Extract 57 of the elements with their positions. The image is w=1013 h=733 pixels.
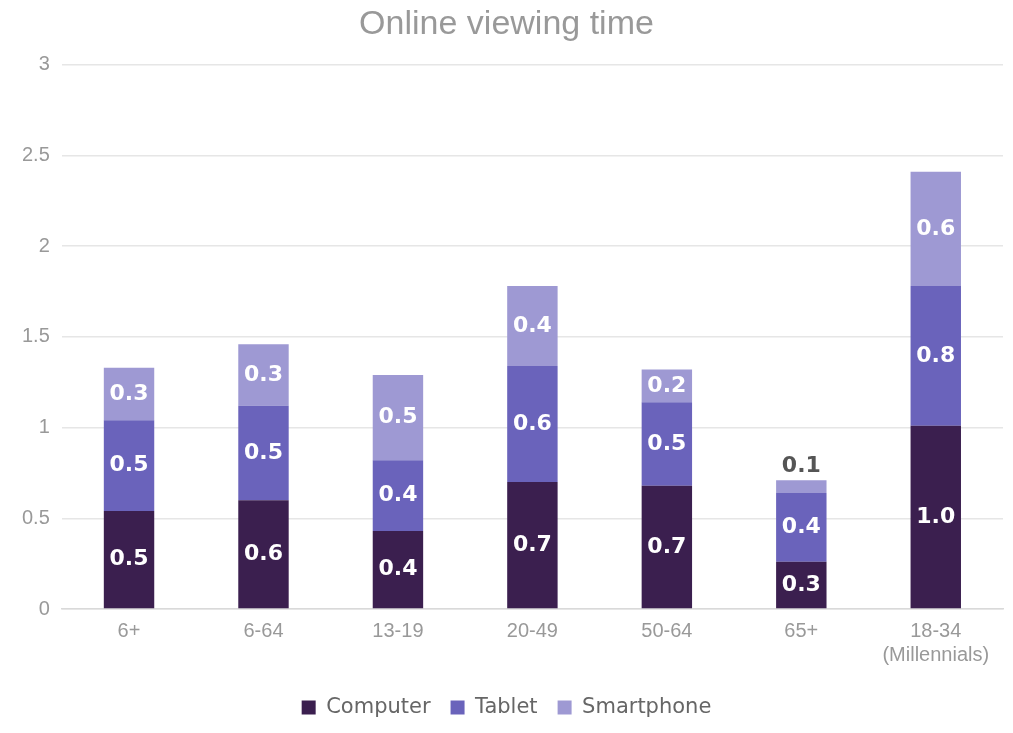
data-label: 0.4 xyxy=(512,311,552,337)
data-label: 0.6 xyxy=(244,539,283,565)
data-label: 0.4 xyxy=(378,481,418,507)
bar xyxy=(103,420,155,512)
data-label: 0.6 xyxy=(512,409,552,435)
bar xyxy=(238,344,289,406)
data-label: 0.4 xyxy=(378,555,418,581)
bar xyxy=(103,511,155,609)
data-label: 0.4 xyxy=(781,513,821,539)
x-tick-label: 18-34 (Millennials) xyxy=(882,618,990,665)
x-tick-label: 50-64 xyxy=(641,618,693,641)
data-label: 0.5 xyxy=(378,403,418,429)
legend-label: Computer xyxy=(326,693,431,718)
x-tick-label: 13-19 xyxy=(372,618,424,641)
y-tick-label: 2 xyxy=(38,233,50,256)
x-tick-label: 6-64 xyxy=(243,618,284,641)
data-label: 0.3 xyxy=(781,570,821,596)
data-label: 0.3 xyxy=(109,379,149,405)
data-label: 0.1 xyxy=(781,451,821,477)
bar xyxy=(238,500,289,609)
data-label: 1.0 xyxy=(916,502,956,528)
data-label: 0.8 xyxy=(916,341,956,367)
data-label: 0.2 xyxy=(647,371,687,397)
y-tick-label: 2.5 xyxy=(21,143,50,166)
y-tick-label: 1.5 xyxy=(21,324,50,347)
data-label: 0.5 xyxy=(244,438,283,464)
y-tick-label: 0.5 xyxy=(21,505,50,528)
x-tick-label: 65+ xyxy=(784,618,819,641)
data-label: 0.7 xyxy=(647,532,687,558)
bar xyxy=(910,171,961,287)
bar xyxy=(641,485,693,609)
y-tick-label: 1 xyxy=(38,415,50,438)
data-label: 0.5 xyxy=(109,451,149,477)
legend-label: Smartphone xyxy=(582,693,712,718)
bar xyxy=(641,402,693,486)
bar xyxy=(372,531,424,609)
bar xyxy=(507,365,558,483)
legend-label: Tablet xyxy=(474,693,538,718)
data-label: 0.6 xyxy=(916,214,956,240)
bar xyxy=(372,460,424,531)
bar xyxy=(910,425,961,609)
y-tick-label: 0 xyxy=(38,596,50,619)
x-tick-label: 6+ xyxy=(117,618,141,641)
bar xyxy=(910,286,961,426)
data-label: 0.7 xyxy=(512,530,552,556)
bar xyxy=(507,286,558,366)
x-tick-label: 20-49 xyxy=(506,618,558,641)
bar xyxy=(372,374,424,461)
bar xyxy=(776,492,827,562)
chart-title: Online viewing time xyxy=(359,2,654,41)
data-label: 0.5 xyxy=(647,429,687,455)
bar xyxy=(507,482,558,609)
bar xyxy=(238,405,289,501)
data-label: 0.5 xyxy=(109,545,149,571)
bar xyxy=(776,480,827,493)
data-label: 0.3 xyxy=(244,360,283,386)
y-tick-label: 3 xyxy=(38,52,50,75)
